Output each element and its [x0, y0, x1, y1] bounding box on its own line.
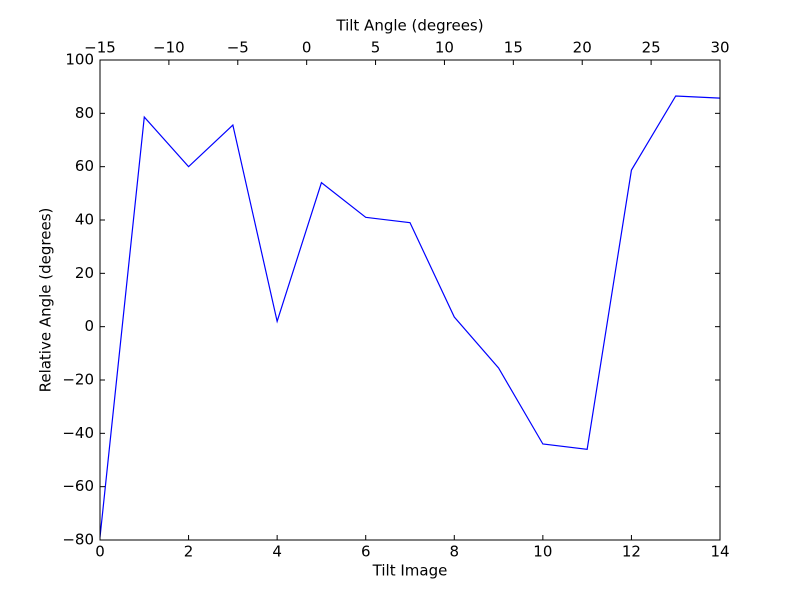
- data-line: [99, 95, 721, 538]
- x2-axis-label: Tilt Angle (degrees): [335, 17, 483, 35]
- x2-tick-label: 15: [504, 39, 523, 57]
- x2-tick-label: 0: [302, 39, 312, 57]
- y-tick-label: 40: [75, 211, 94, 229]
- y-axis-label: Relative Angle (degrees): [37, 208, 55, 393]
- plot-frame: [99, 59, 721, 541]
- x2-tick-label: 20: [573, 39, 592, 57]
- x2-tick-label: 25: [642, 39, 661, 57]
- x-tick-label: 0: [95, 543, 105, 561]
- y-tick-label: 20: [75, 264, 94, 282]
- x2-tick-label: −5: [227, 39, 249, 57]
- y-tick-label: −80: [62, 531, 94, 549]
- x2-tick-label: −10: [153, 39, 185, 57]
- y-tick-label: −40: [62, 424, 94, 442]
- x-tick-label: 2: [184, 543, 194, 561]
- x-tick-label: 4: [272, 543, 282, 561]
- x2-tick-label: −15: [84, 39, 116, 57]
- x-axis-label: Tilt Image: [372, 562, 448, 580]
- y-tick-label: −60: [62, 477, 94, 495]
- x-tick-label: 14: [710, 543, 729, 561]
- y-tick-label: −20: [62, 371, 94, 389]
- x-tick-label: 8: [450, 543, 460, 561]
- x-tick-label: 12: [622, 543, 641, 561]
- y-tick-label: 60: [75, 157, 94, 175]
- x2-tick-label: 5: [371, 39, 381, 57]
- x2-tick-label: 30: [710, 39, 729, 57]
- x-tick-label: 6: [361, 543, 371, 561]
- y-tick-label: 0: [84, 317, 94, 335]
- x-tick-label: 10: [533, 543, 552, 561]
- x2-tick-label: 10: [435, 39, 454, 57]
- y-tick-label: 80: [75, 104, 94, 122]
- y-tick-label: 100: [65, 51, 94, 69]
